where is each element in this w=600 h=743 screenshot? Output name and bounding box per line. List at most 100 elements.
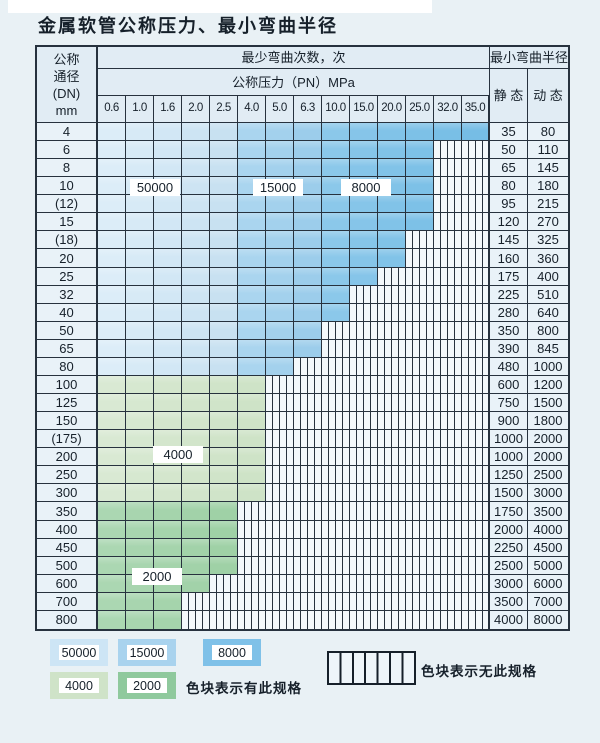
zone-count-label: 4000 xyxy=(153,446,203,463)
no-spec-cell xyxy=(238,520,266,539)
spec-cell xyxy=(238,141,266,160)
pressure-column-header: 32.0 xyxy=(434,96,462,123)
spec-cell xyxy=(98,339,126,358)
legend-swatch-50000: 50000 xyxy=(50,639,108,666)
no-spec-cell xyxy=(322,556,350,575)
spec-cell xyxy=(238,213,266,232)
no-spec-cell xyxy=(406,520,434,539)
spec-cell xyxy=(294,141,322,160)
zone-count-label: 2000 xyxy=(132,568,182,585)
spec-cell xyxy=(98,213,126,232)
no-spec-cell xyxy=(462,448,490,467)
dynamic-value-cell: 215 xyxy=(528,195,568,214)
spec-cell xyxy=(126,339,154,358)
no-spec-cell xyxy=(266,556,294,575)
no-spec-cell xyxy=(462,195,490,214)
no-spec-cell xyxy=(434,177,462,196)
spec-cell xyxy=(154,159,182,178)
no-spec-cell xyxy=(266,375,294,395)
legend-swatch-15000: 15000 xyxy=(118,639,176,666)
spec-cell xyxy=(294,285,322,304)
spec-cell xyxy=(182,249,210,268)
static-value-cell: 1000 xyxy=(490,430,528,449)
dn-cell: 50 xyxy=(37,321,98,340)
spec-cell xyxy=(98,159,126,178)
pressure-column-header: 25.0 xyxy=(406,96,434,123)
spec-cell xyxy=(238,249,266,268)
dn-cell: 125 xyxy=(37,394,98,413)
spec-cell xyxy=(350,231,378,250)
dynamic-value-cell: 1800 xyxy=(528,412,568,431)
spec-cell xyxy=(126,484,154,503)
no-spec-cell xyxy=(434,484,462,503)
dynamic-value-cell: 2000 xyxy=(528,448,568,467)
dynamic-value-cell: 4500 xyxy=(528,538,568,557)
no-spec-cell xyxy=(350,375,378,395)
spec-cell xyxy=(406,159,434,178)
spec-cell xyxy=(154,141,182,160)
no-spec-cell xyxy=(266,412,294,431)
no-spec-cell xyxy=(322,448,350,467)
spec-cell xyxy=(154,394,182,413)
no-spec-cell xyxy=(294,484,322,503)
no-spec-cell xyxy=(462,412,490,431)
no-spec-cell xyxy=(294,538,322,557)
no-spec-cell xyxy=(462,231,490,250)
legend-swatch-label: 8000 xyxy=(218,645,246,660)
spec-cell xyxy=(210,538,238,557)
spec-cell xyxy=(182,375,210,395)
no-spec-cell xyxy=(434,303,462,322)
spec-cell xyxy=(294,231,322,250)
dn-cell: 15 xyxy=(37,213,98,232)
spec-cell xyxy=(266,357,294,376)
no-spec-cell xyxy=(266,574,294,593)
no-spec-cell xyxy=(434,538,462,557)
spec-cell xyxy=(322,195,350,214)
no-spec-cell xyxy=(406,484,434,503)
spec-cell xyxy=(126,357,154,376)
dn-cell: 65 xyxy=(37,339,98,358)
no-spec-cell xyxy=(378,375,406,395)
spec-cell xyxy=(154,375,182,395)
static-value-cell: 120 xyxy=(490,213,528,232)
static-value-cell: 3000 xyxy=(490,574,528,593)
spec-cell xyxy=(266,285,294,304)
static-value-cell: 50 xyxy=(490,141,528,160)
no-spec-cell xyxy=(462,556,490,575)
spec-cell xyxy=(182,231,210,250)
dn-cell: 450 xyxy=(37,538,98,557)
no-spec-cell xyxy=(294,466,322,485)
spec-cell xyxy=(182,141,210,160)
no-spec-cell xyxy=(350,448,378,467)
no-spec-cell xyxy=(322,339,350,358)
dynamic-value-cell: 2000 xyxy=(528,430,568,449)
no-spec-cell xyxy=(322,375,350,395)
spec-cell xyxy=(126,249,154,268)
spec-cell xyxy=(210,520,238,539)
no-spec-cell xyxy=(434,592,462,611)
no-spec-cell xyxy=(434,249,462,268)
no-spec-cell xyxy=(378,502,406,521)
spec-cell xyxy=(182,213,210,232)
spec-cell xyxy=(182,520,210,539)
no-spec-cell xyxy=(238,538,266,557)
dn-cell: 100 xyxy=(37,375,98,395)
no-spec-cell xyxy=(462,574,490,593)
no-spec-cell xyxy=(266,484,294,503)
dynamic-value-cell: 325 xyxy=(528,231,568,250)
pressure-column-header: 1.6 xyxy=(154,96,182,123)
dn-cell: (12) xyxy=(37,195,98,214)
spec-cell xyxy=(210,448,238,467)
no-spec-cell xyxy=(266,610,294,629)
no-spec-cell xyxy=(406,357,434,376)
spec-cell xyxy=(182,303,210,322)
spec-cell xyxy=(210,249,238,268)
legend-has-spec-text: 色块表示有此规格 xyxy=(186,681,302,696)
legend-swatch-8000: 8000 xyxy=(203,639,261,666)
legend-swatch-label: 15000 xyxy=(129,645,165,660)
spec-cell xyxy=(210,556,238,575)
spec-cell xyxy=(126,538,154,557)
no-spec-cell xyxy=(434,375,462,395)
no-spec-cell xyxy=(434,466,462,485)
spec-cell xyxy=(154,610,182,629)
